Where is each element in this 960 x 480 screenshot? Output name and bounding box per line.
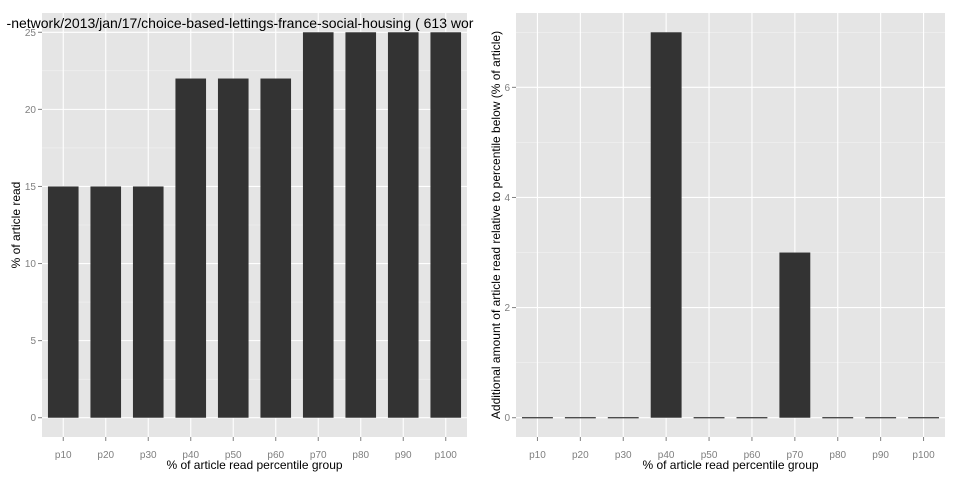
x-tick-label: p40 xyxy=(658,450,675,461)
y-tick-label: 25 xyxy=(25,28,37,39)
bar-p100 xyxy=(908,417,939,419)
y-tick-label: 20 xyxy=(25,105,37,116)
chart-panel-2: 0 2 4 6 p10 p20 p30 p40 p50 p60 p70 p80 p90 p100 % of … xyxy=(489,13,945,472)
x-tick-label: p100 xyxy=(912,450,935,461)
x-tick-label: p10 xyxy=(529,450,546,461)
x-tick-label: p40 xyxy=(182,450,199,461)
bar-p80 xyxy=(822,417,854,419)
x-tick-label: p100 xyxy=(435,450,458,461)
x-tick-label: p50 xyxy=(225,450,242,461)
bar-p60 xyxy=(736,417,768,419)
bar-p80 xyxy=(345,32,377,418)
x-tick-label: p60 xyxy=(744,450,761,461)
x-tick-label: p70 xyxy=(787,450,804,461)
y-axis-title: % of article read xyxy=(9,182,23,269)
bar-p10 xyxy=(47,186,79,418)
x-tick-label: p20 xyxy=(97,450,114,461)
bar-p90 xyxy=(387,32,419,418)
x-tick-label: p30 xyxy=(140,450,157,461)
y-tick-label: 4 xyxy=(504,193,510,204)
x-tick-label: p70 xyxy=(310,450,327,461)
x-axis-title: % of article read percentile group xyxy=(642,458,818,472)
bar-p60 xyxy=(260,78,292,418)
y-tick-label: 15 xyxy=(25,182,37,193)
bar-p70 xyxy=(302,32,334,418)
x-tick-label: p60 xyxy=(267,450,284,461)
bar-p50 xyxy=(217,78,249,418)
y-tick-label: 0 xyxy=(30,413,36,424)
bar-p50 xyxy=(693,417,725,419)
y-axis-title: Additional amount of article read relati… xyxy=(489,31,503,419)
x-tick-label: p90 xyxy=(872,450,889,461)
x-tick-label: p80 xyxy=(829,450,846,461)
x-tick-label: p10 xyxy=(55,450,72,461)
y-tick-label: 2 xyxy=(504,303,510,314)
x-tick-label: p50 xyxy=(701,450,718,461)
y-tick-label: 10 xyxy=(25,259,37,270)
y-tick-label: 0 xyxy=(504,413,510,424)
y-tick-label: 5 xyxy=(30,336,36,347)
bar-p100 xyxy=(430,32,462,418)
bar-p40 xyxy=(650,32,682,418)
bar-p20 xyxy=(90,186,122,418)
panel-background xyxy=(516,13,945,437)
x-tick-label: p90 xyxy=(395,450,412,461)
bar-p30 xyxy=(607,417,639,419)
x-tick-label: p20 xyxy=(572,450,589,461)
chart-title: -network/2013/jan/17/choice-based-lettin… xyxy=(7,15,474,31)
bar-p70 xyxy=(779,252,811,418)
x-tick-label: p30 xyxy=(615,450,632,461)
x-axis-title: % of article read percentile group xyxy=(166,458,342,472)
y-tick-label: 6 xyxy=(504,83,510,94)
bar-p90 xyxy=(865,417,897,419)
bar-p10 xyxy=(522,417,553,419)
bar-p20 xyxy=(564,417,596,419)
chart-panel-1: 0 5 10 15 20 25 p10 p20 p30 p40 p50 p60 p70 p80 p90 p10… xyxy=(9,13,467,472)
bar-p40 xyxy=(175,78,207,418)
x-tick-label: p80 xyxy=(352,450,369,461)
bar-p30 xyxy=(132,186,164,418)
